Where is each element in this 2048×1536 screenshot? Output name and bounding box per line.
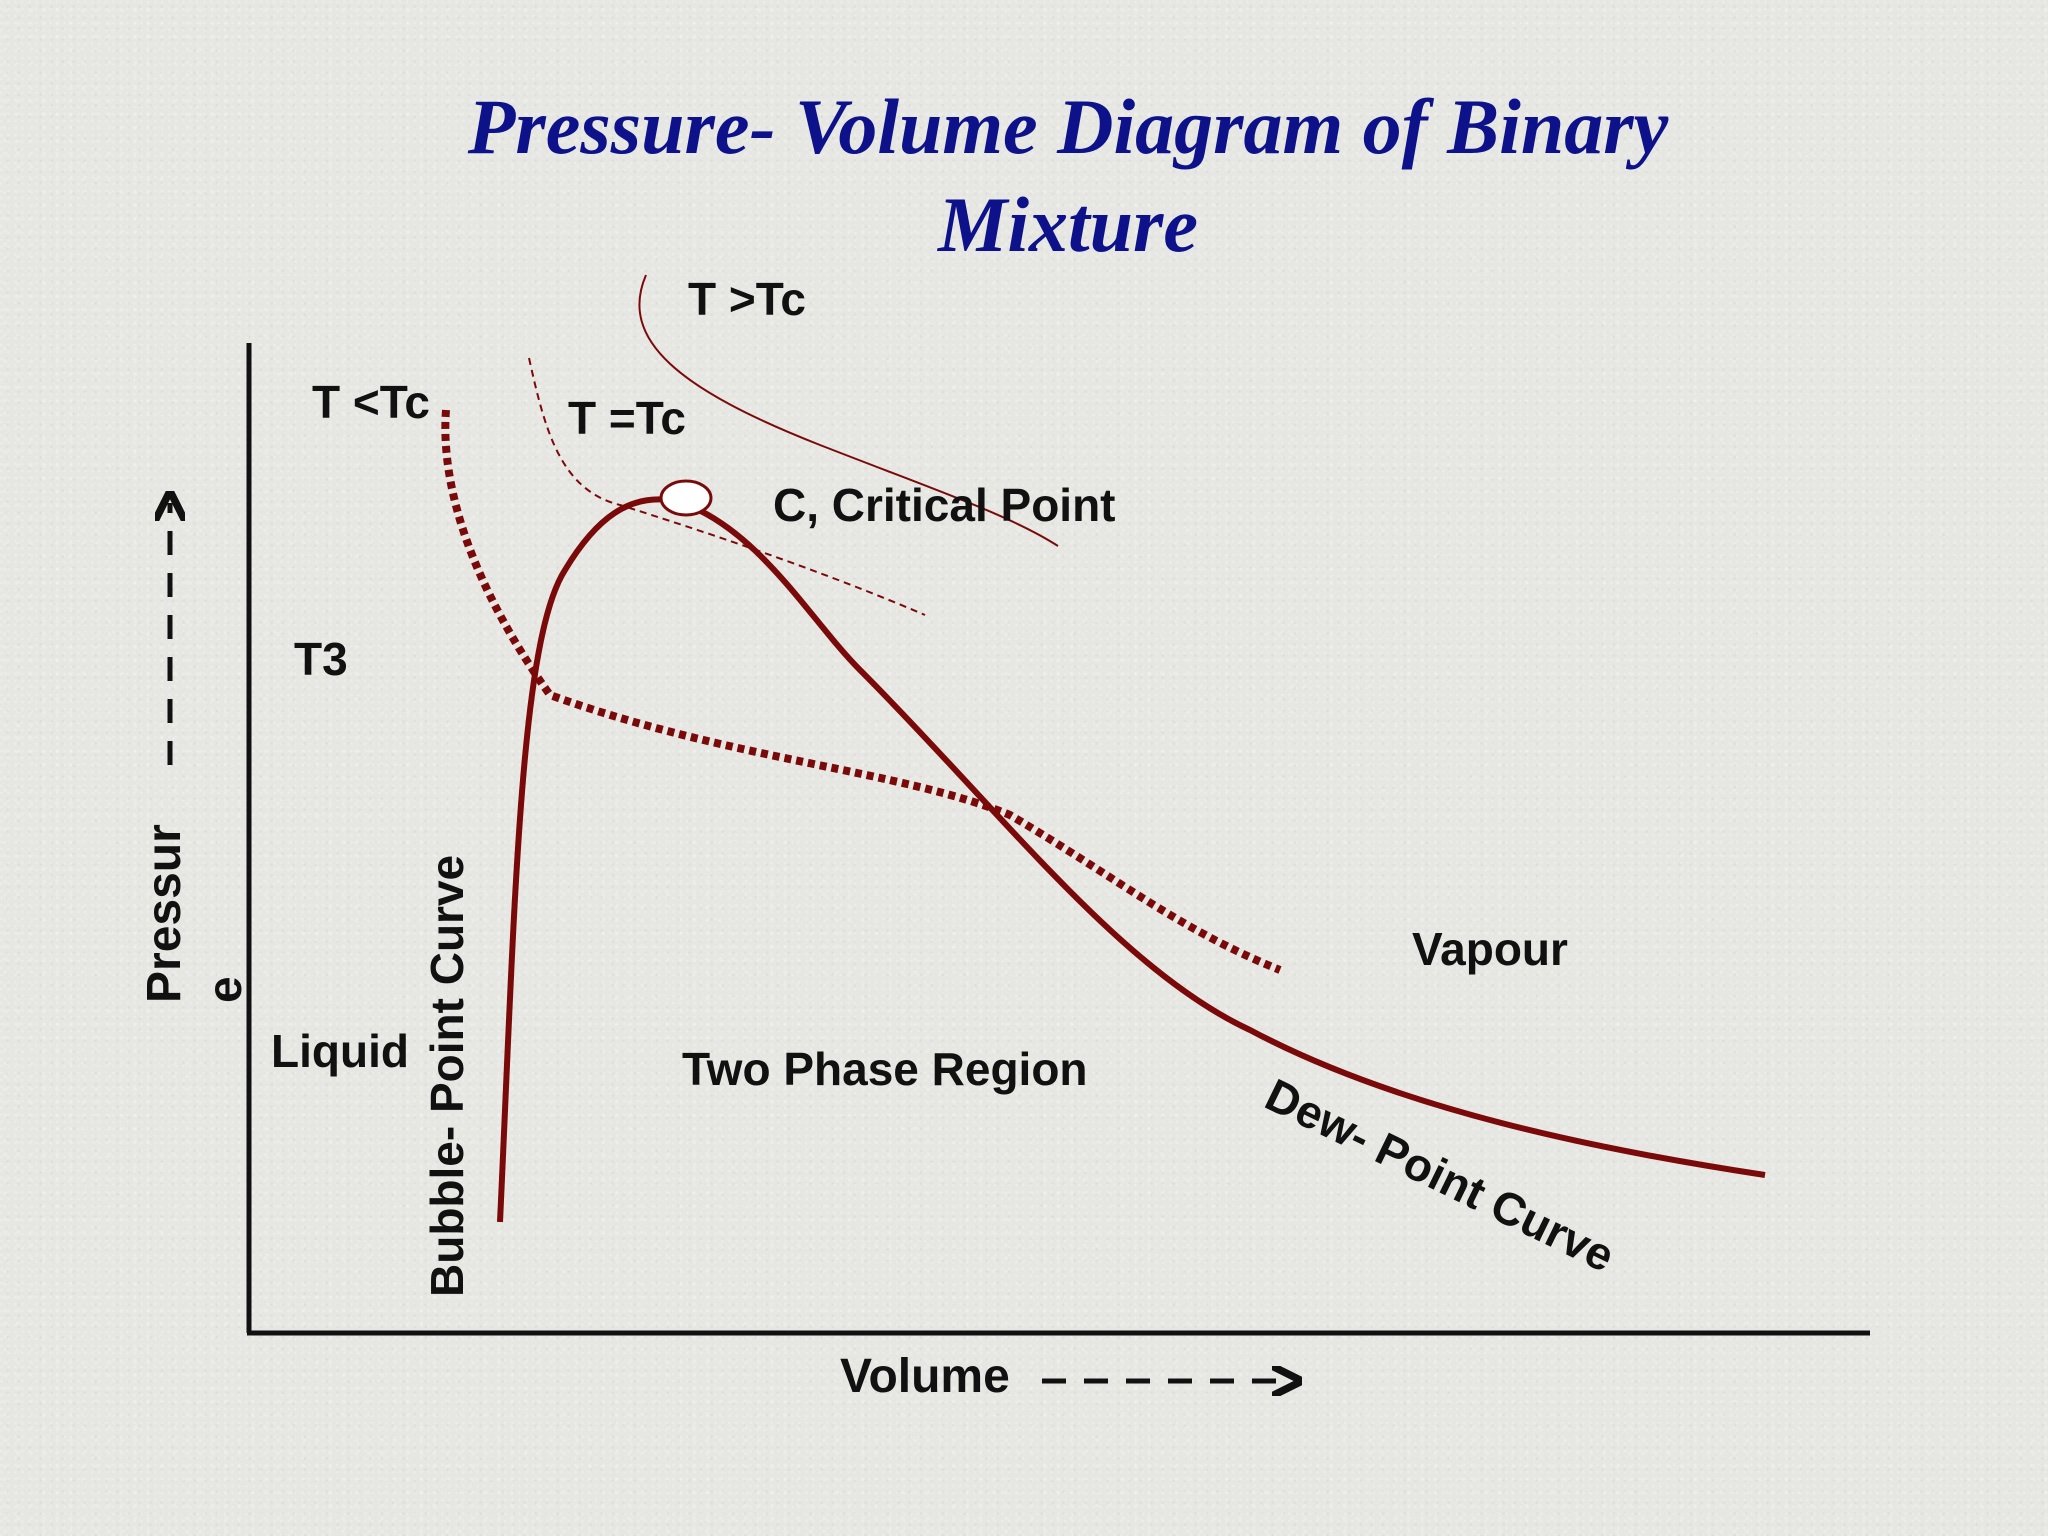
isotherm-t-equal-tc: [528, 357, 926, 616]
label-t-greater-tc: T >Tc: [688, 273, 806, 325]
label-t-equal-tc: T =Tc: [568, 392, 686, 444]
critical-point-marker: [659, 479, 713, 517]
label-t-less-tc: T <Tc: [312, 376, 430, 428]
isotherm-t-less-tc: [441, 409, 1282, 974]
label-vapour: Vapour: [1412, 923, 1568, 975]
x-axis-label: Volume: [840, 1350, 1010, 1403]
isotherm-t-greater-tc: [638, 274, 1059, 547]
label-t3: T3: [294, 633, 348, 685]
y-axis-label-part1: Pressur: [138, 824, 191, 1003]
diagram-title-line1: Pressure- Volume Diagram of Binary: [467, 83, 1669, 170]
phase-envelope-curve: [497, 496, 1766, 1223]
y-axis-label-part2: e: [199, 976, 252, 1003]
diagram-title-line2: Mixture: [937, 181, 1199, 268]
label-liquid: Liquid: [271, 1025, 409, 1077]
label-bubble-point-curve: Bubble- Point Curve: [421, 855, 473, 1297]
label-two-phase-region: Two Phase Region: [682, 1043, 1088, 1095]
label-dew-point-curve: Dew- Point Curve: [1258, 1068, 1623, 1282]
label-critical-point: C, Critical Point: [773, 479, 1115, 531]
